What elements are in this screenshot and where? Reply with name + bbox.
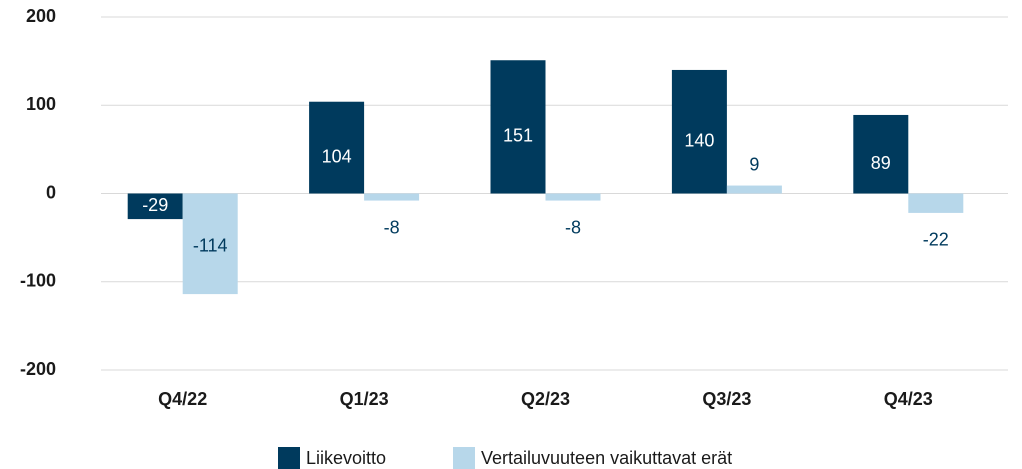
bar bbox=[853, 114, 909, 194]
x-tick-label: Q4/22 bbox=[158, 389, 207, 409]
legend-swatch bbox=[278, 447, 300, 469]
bar bbox=[545, 193, 601, 201]
y-tick-label: 200 bbox=[26, 6, 56, 26]
x-tick-label: Q1/23 bbox=[340, 389, 389, 409]
x-tick-label: Q4/23 bbox=[884, 389, 933, 409]
data-label: -8 bbox=[565, 217, 581, 237]
data-label: -22 bbox=[923, 230, 949, 250]
x-tick-label: Q2/23 bbox=[521, 389, 570, 409]
y-tick-label: -100 bbox=[20, 271, 56, 291]
legend-label: Liikevoitto bbox=[306, 448, 386, 468]
data-label: 9 bbox=[749, 154, 759, 174]
legend-swatch bbox=[453, 447, 475, 469]
y-tick-label: -200 bbox=[20, 359, 56, 379]
legend-label: Vertailuvuuteen vaikuttavat erät bbox=[481, 448, 732, 468]
bar bbox=[671, 69, 727, 194]
data-label: 151 bbox=[503, 126, 533, 146]
bar bbox=[182, 193, 238, 295]
data-label: 104 bbox=[322, 146, 352, 166]
bar bbox=[908, 193, 964, 213]
data-label: -8 bbox=[384, 217, 400, 237]
data-label: 89 bbox=[871, 153, 891, 173]
data-label: -29 bbox=[142, 195, 168, 215]
bar bbox=[726, 185, 782, 194]
y-tick-label: 0 bbox=[46, 182, 56, 202]
bar bbox=[309, 101, 365, 194]
data-label: -114 bbox=[193, 235, 228, 255]
bar bbox=[127, 193, 183, 220]
bar bbox=[490, 60, 546, 194]
y-tick-label: 100 bbox=[26, 94, 56, 114]
bar bbox=[364, 193, 420, 201]
x-tick-label: Q3/23 bbox=[702, 389, 751, 409]
data-label: 140 bbox=[684, 130, 714, 150]
